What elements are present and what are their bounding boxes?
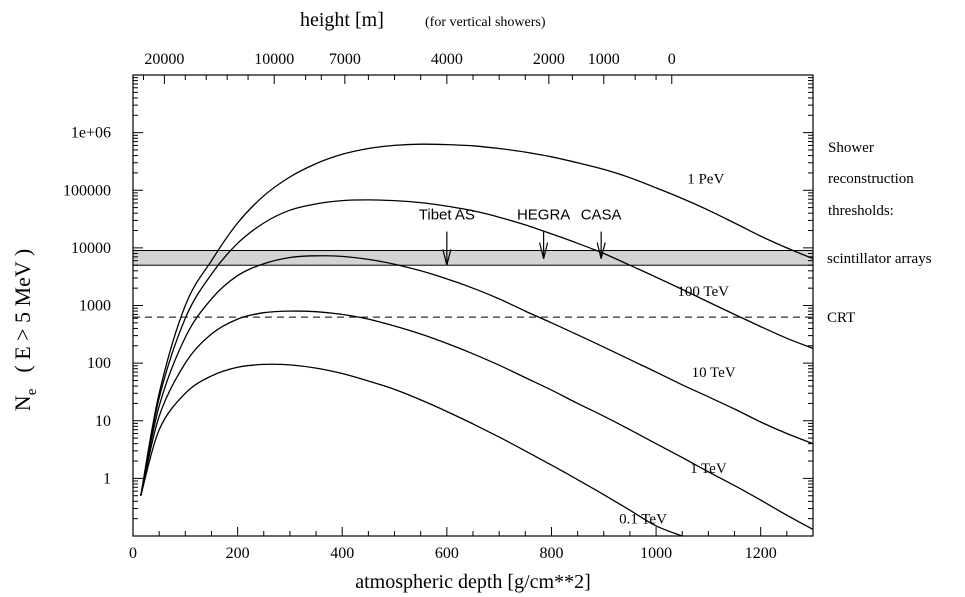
experiment-arrow-head	[442, 249, 452, 266]
x-tick-label: 1000	[640, 545, 672, 562]
series-curves: 1 PeV 100 TeV 10 TeV 1 TeV 0.1 TeV	[140, 143, 814, 537]
top-tick-label: 1000	[588, 51, 620, 68]
right-label-reconstruction: reconstruction	[828, 171, 914, 187]
series-line	[140, 363, 683, 537]
scintillator-arrays-label: scintillator arrays	[827, 251, 932, 267]
y-axis-title-subscript: e	[24, 388, 40, 395]
top-tick-label: 4000	[431, 51, 463, 68]
x-tick-label: 600	[435, 545, 459, 562]
right-label-thresholds: thresholds:	[828, 203, 894, 219]
y-axis-title-condition: ( E > 5 MeV )	[10, 249, 35, 373]
series-line	[140, 310, 814, 530]
right-label-shower: Shower	[828, 140, 874, 156]
experiment-arrow-head	[539, 242, 549, 259]
text-labels: height [m] (for vertical showers) atmosp…	[10, 9, 932, 593]
experiment-label: CASA	[581, 207, 622, 224]
y-tick-label: 1000	[79, 298, 111, 315]
y-tick-label: 100000	[63, 182, 111, 199]
crt-label: CRT	[827, 310, 855, 326]
x-tick-label: 0	[129, 545, 137, 562]
svg-text:Ne( E > 5 MeV ): Ne ( E > 5 MeV )	[10, 249, 40, 411]
top-axis-note: (for vertical showers)	[425, 15, 546, 30]
series-line	[140, 255, 814, 496]
top-tick-label: 10000	[254, 51, 294, 68]
y-tick-label: 10000	[71, 240, 111, 257]
series-label: 1 TeV	[690, 461, 727, 477]
series-label: 0.1 TeV	[619, 512, 667, 528]
experiment-label: HEGRA	[517, 207, 570, 224]
x-tick-label: 800	[539, 545, 563, 562]
experiment-arrows: Tibet AS HEGRA CASA	[419, 207, 622, 266]
y-tick-label: 100	[87, 355, 111, 372]
experiment-arrow-head	[596, 242, 606, 259]
axis-ticks: 0 200 400 600 800 1000 12001101001000100001000…	[63, 51, 814, 562]
series-line	[140, 143, 814, 496]
experiment-label: Tibet AS	[419, 207, 475, 224]
y-tick-label: 1	[103, 470, 111, 487]
x-tick-label: 1200	[745, 545, 777, 562]
top-axis-title: height [m]	[300, 9, 384, 31]
series-label: 10 TeV	[692, 365, 736, 381]
series-label: 100 TeV	[677, 284, 729, 300]
series-label: 1 PeV	[687, 171, 724, 187]
top-tick-label: 0	[668, 51, 676, 68]
scintillator-band	[132, 250, 814, 266]
top-tick-label: 7000	[329, 51, 361, 68]
y-axis-title-symbol: N	[10, 395, 35, 411]
series-line	[140, 199, 814, 496]
top-tick-label: 2000	[533, 51, 565, 68]
y-tick-label: 10	[95, 413, 111, 430]
x-tick-label: 400	[330, 545, 354, 562]
x-tick-label: 200	[226, 545, 250, 562]
threshold-band-layer	[132, 250, 814, 266]
y-axis-title: Ne ( E > 5 MeV )	[10, 249, 40, 411]
y-tick-label: 1e+06	[71, 125, 111, 142]
x-axis-title: atmospheric depth [g/cm**2]	[355, 571, 591, 593]
top-tick-label: 20000	[144, 51, 184, 68]
